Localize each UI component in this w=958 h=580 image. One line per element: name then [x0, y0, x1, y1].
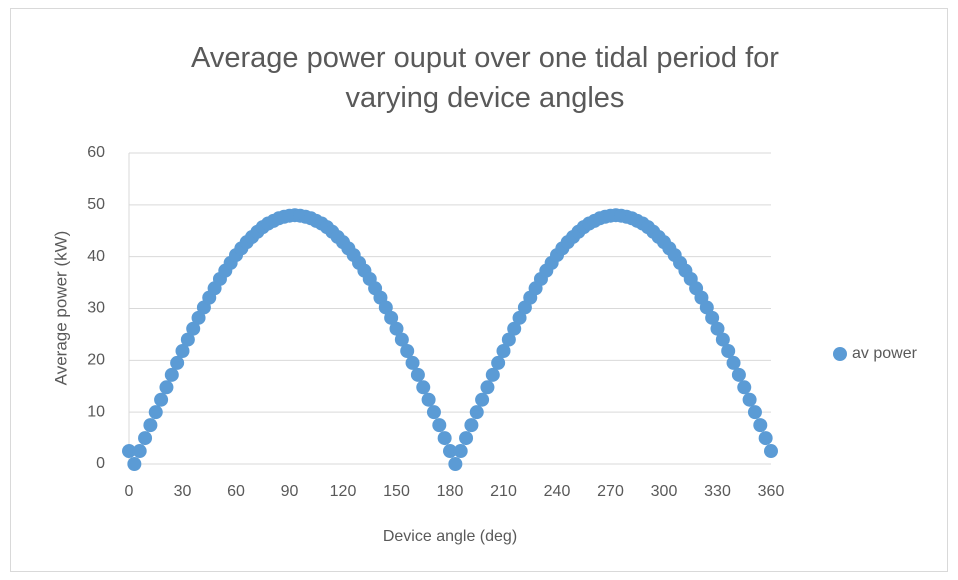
chart-title: Average power ouput over one tidal perio… [191, 42, 779, 114]
marker [154, 392, 169, 407]
y-tick-label: 10 [87, 403, 105, 420]
marker [485, 367, 500, 382]
marker [512, 310, 527, 325]
y-tick-label: 0 [96, 455, 105, 472]
marker [170, 355, 185, 370]
marker [496, 344, 511, 359]
marker [432, 418, 447, 433]
marker [448, 457, 463, 471]
legend-marker [833, 347, 847, 361]
marker [175, 344, 190, 359]
marker [143, 418, 158, 433]
marker [699, 300, 714, 315]
marker [127, 457, 142, 471]
marker [122, 444, 136, 459]
marker [453, 444, 468, 459]
marker [507, 321, 522, 336]
x-tick-label: 270 [597, 483, 624, 500]
x-tick-label: 90 [281, 483, 299, 500]
marker [378, 300, 393, 315]
marker [421, 392, 436, 407]
marker [148, 405, 163, 420]
marker [737, 380, 752, 395]
marker [410, 367, 425, 382]
marker [164, 367, 179, 382]
marker [764, 444, 778, 459]
marker [721, 344, 736, 359]
y-tick-label: 60 [87, 144, 105, 161]
marker [753, 418, 768, 433]
marker [464, 418, 479, 433]
y-tick-label: 50 [87, 196, 105, 213]
marker [384, 310, 399, 325]
marker [705, 310, 720, 325]
x-tick-label: 330 [704, 483, 731, 500]
x-tick-label: 150 [383, 483, 410, 500]
marker [742, 392, 757, 407]
marker [132, 444, 147, 459]
marker [715, 332, 730, 347]
marker [731, 367, 746, 382]
x-tick-label: 240 [544, 483, 571, 500]
marker [710, 321, 725, 336]
x-tick-label: 180 [437, 483, 464, 500]
chart-border [10, 8, 948, 572]
marker [443, 444, 457, 459]
marker [394, 332, 409, 347]
marker [459, 431, 474, 446]
x-tick-label: 300 [651, 483, 678, 500]
x-tick-label: 210 [490, 483, 517, 500]
marker [400, 344, 415, 359]
y-tick-label: 20 [87, 352, 105, 369]
marker [159, 380, 174, 395]
marker [469, 405, 484, 420]
marker [180, 332, 195, 347]
marker [186, 321, 201, 336]
marker [758, 431, 773, 446]
marker [437, 431, 452, 446]
x-tick-label: 30 [174, 483, 192, 500]
marker [475, 392, 490, 407]
y-tick-label: 40 [87, 248, 105, 265]
x-tick-label: 0 [125, 483, 134, 500]
x-tick-label: 360 [758, 483, 785, 500]
y-tick-label: 30 [87, 300, 105, 317]
marker [491, 355, 506, 370]
legend-label: av power [852, 345, 918, 362]
marker [416, 380, 431, 395]
marker [191, 310, 206, 325]
marker [726, 355, 741, 370]
marker [480, 380, 495, 395]
marker [426, 405, 441, 420]
marker [747, 405, 762, 420]
marker [501, 332, 516, 347]
marker [405, 355, 420, 370]
y-axis-label: Average power (kW) [51, 231, 70, 386]
marker [138, 431, 153, 446]
x-tick-label: 60 [227, 483, 245, 500]
marker [389, 321, 404, 336]
x-tick-label: 120 [330, 483, 357, 500]
x-axis-label: Device angle (deg) [383, 528, 517, 545]
